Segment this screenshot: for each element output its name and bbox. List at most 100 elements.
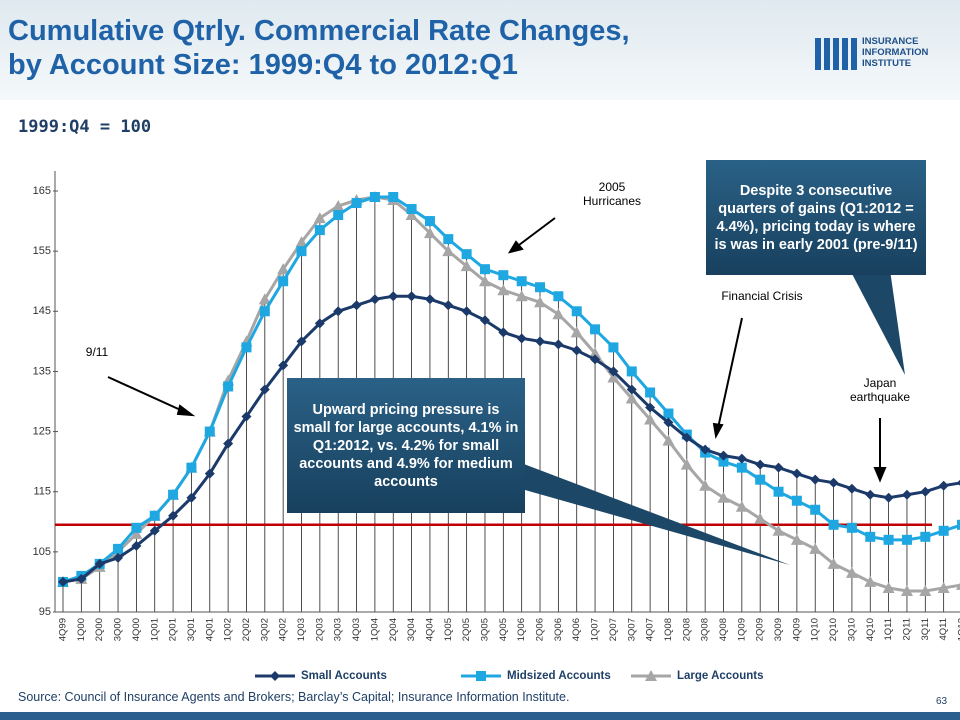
callout-pointer: [850, 270, 905, 375]
point: [186, 462, 197, 473]
point: [168, 489, 179, 500]
x-tick-label: 4Q02: [278, 618, 289, 641]
point: [131, 522, 142, 533]
x-tick-label: 4Q04: [424, 618, 435, 641]
point: [790, 533, 803, 545]
x-tick-label: 4Q09: [791, 618, 802, 641]
point: [865, 531, 876, 542]
y-tick-label: 115: [33, 486, 51, 498]
callout-box: Despite 3 consecutive quarters of gains …: [706, 160, 926, 275]
point: [461, 306, 472, 317]
point: [883, 492, 894, 503]
point: [772, 524, 785, 536]
annotation: Japan earthquake: [850, 376, 910, 404]
x-tick-label: 4Q05: [498, 618, 509, 641]
y-tick-label: 95: [39, 606, 51, 618]
point: [278, 360, 289, 371]
point: [846, 522, 857, 533]
point: [478, 275, 491, 287]
y-tick-label: 125: [33, 425, 51, 437]
callout-pointer: [500, 455, 790, 565]
point: [223, 438, 234, 449]
x-tick-label: 1Q05: [443, 618, 454, 641]
point: [645, 402, 656, 413]
point: [717, 491, 730, 503]
point: [901, 534, 912, 545]
point: [607, 371, 620, 383]
point: [94, 558, 105, 569]
annotation: 2005 Hurricanes: [583, 180, 641, 208]
x-tick-label: 1Q10: [810, 618, 821, 641]
point: [791, 495, 802, 506]
x-tick-label: 1Q00: [76, 618, 87, 641]
point: [460, 260, 473, 272]
point: [681, 432, 692, 443]
point: [241, 342, 252, 353]
point: [663, 408, 674, 419]
x-tick-label: 1Q01: [149, 618, 160, 641]
point: [920, 486, 931, 497]
point: [700, 444, 711, 455]
legend-marker: [645, 670, 657, 681]
point: [259, 306, 270, 317]
point: [589, 347, 602, 359]
x-tick-label: 3Q05: [479, 618, 490, 641]
x-tick-label: 2Q08: [681, 618, 692, 641]
logo-mark: [815, 38, 857, 70]
source-note: Source: Council of Insurance Agents and …: [18, 690, 570, 704]
point: [149, 510, 160, 521]
x-tick-label: 4Q11: [938, 618, 949, 641]
point: [883, 534, 894, 545]
point: [735, 500, 748, 512]
point: [791, 468, 802, 479]
point: [149, 525, 160, 536]
point: [645, 387, 656, 398]
x-tick-label: 2Q03: [314, 618, 325, 641]
x-tick-label: 2Q07: [608, 618, 619, 641]
subtitle: 1999:Q4 = 100: [18, 117, 152, 137]
x-tick-label: 3Q03: [333, 618, 344, 641]
point: [369, 192, 380, 203]
y-tick-label: 145: [33, 305, 51, 317]
point: [424, 216, 435, 227]
point: [424, 294, 435, 305]
point: [755, 474, 766, 485]
point: [535, 282, 546, 293]
point: [423, 227, 436, 239]
point: [957, 479, 960, 486]
point: [130, 527, 143, 539]
annotation: 9/11: [86, 345, 109, 359]
x-tick-label: 4Q08: [718, 618, 729, 641]
point: [828, 519, 839, 530]
x-tick-label: 2Q05: [461, 618, 472, 641]
point: [754, 512, 767, 524]
x-tick-label: 1Q08: [663, 618, 674, 641]
point: [406, 204, 417, 215]
point: [113, 552, 124, 563]
point: [535, 336, 546, 347]
point: [204, 468, 215, 479]
point: [755, 459, 766, 470]
y-tick-label: 165: [33, 185, 51, 197]
point: [388, 291, 399, 302]
point: [516, 276, 527, 287]
point: [919, 584, 932, 596]
point: [241, 411, 252, 422]
x-tick-label: 4Q99: [58, 618, 69, 641]
point: [406, 291, 417, 302]
legend-label: Small Accounts: [301, 670, 387, 682]
x-tick-label: 2Q01: [168, 618, 179, 641]
legend-label: Large Accounts: [677, 670, 763, 682]
x-tick-label: 1Q11: [883, 618, 894, 641]
y-tick-label: 155: [33, 245, 51, 257]
x-tick-label: 2Q00: [94, 618, 105, 641]
x-tick-label: 2Q10: [828, 618, 839, 641]
header-band: [0, 0, 960, 100]
point: [626, 384, 637, 395]
point: [736, 462, 747, 473]
point: [736, 453, 747, 464]
logo-text: INSURANCE INFORMATION INSTITUTE: [862, 36, 929, 69]
point: [461, 249, 472, 260]
x-tick-label: 1Q06: [516, 618, 527, 641]
